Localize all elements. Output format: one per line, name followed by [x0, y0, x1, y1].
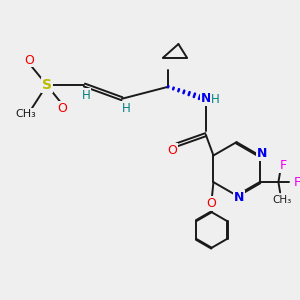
Text: H: H: [82, 89, 91, 102]
Text: CH₃: CH₃: [272, 195, 292, 205]
Text: H: H: [122, 102, 130, 115]
Text: S: S: [42, 78, 52, 92]
Text: F: F: [280, 159, 287, 172]
Text: F: F: [293, 176, 300, 189]
Text: CH₃: CH₃: [15, 109, 36, 119]
Text: N: N: [257, 147, 267, 160]
Text: O: O: [24, 54, 34, 67]
Text: O: O: [167, 144, 177, 157]
Text: N: N: [201, 92, 211, 105]
Text: O: O: [57, 102, 67, 115]
Text: O: O: [206, 197, 216, 210]
Text: H: H: [211, 93, 220, 106]
Text: N: N: [234, 191, 244, 204]
